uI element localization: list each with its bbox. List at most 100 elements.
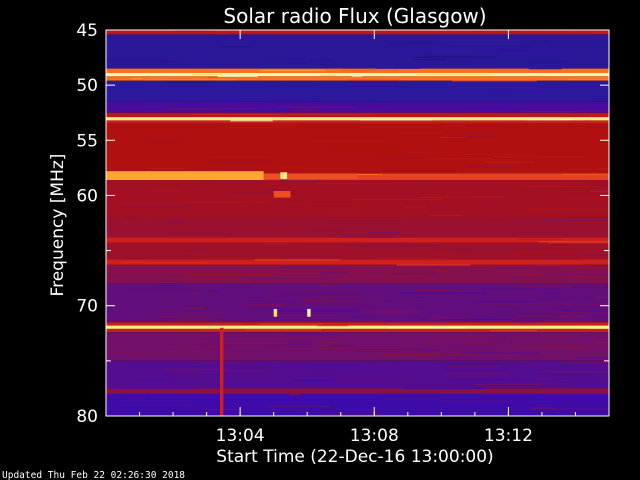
texture-streak <box>379 354 469 356</box>
texture-streak <box>114 271 193 273</box>
texture-streak <box>477 303 568 305</box>
texture-streak <box>299 167 377 168</box>
texture-streak <box>570 286 609 288</box>
y-tick-label-0: 45 <box>76 21 98 41</box>
texture-streak <box>291 154 350 156</box>
texture-streak <box>154 62 201 64</box>
texture-streak <box>310 296 388 298</box>
texture-streak <box>457 248 538 250</box>
texture-streak <box>589 122 609 124</box>
texture-streak <box>286 56 336 57</box>
burst-events <box>106 171 358 416</box>
texture-streak <box>216 99 237 101</box>
texture-streak <box>251 152 268 154</box>
texture-streak <box>530 407 556 409</box>
texture-streak <box>542 220 609 221</box>
texture-streak <box>499 304 515 306</box>
texture-streak <box>462 352 539 354</box>
texture-streak <box>476 394 534 396</box>
texture-streak <box>217 287 251 289</box>
texture-streak <box>500 49 527 51</box>
texture-streak <box>422 186 437 188</box>
texture-streak <box>387 371 411 373</box>
texture-streak <box>150 77 166 79</box>
texture-streak <box>317 325 348 327</box>
texture-streak <box>381 309 412 311</box>
texture-streak <box>303 387 331 389</box>
texture-streak <box>311 110 381 112</box>
texture-streak <box>310 60 334 61</box>
texture-streak <box>471 143 524 145</box>
texture-streak <box>234 84 300 86</box>
frequency-band-7 <box>106 112 609 118</box>
texture-streak <box>596 341 609 343</box>
texture-streak <box>260 323 323 325</box>
texture-streak <box>192 114 283 116</box>
texture-streak <box>155 316 223 317</box>
x-axis-label: Start Time (22-Dec-16 13:00:00) <box>216 447 493 467</box>
texture-streak <box>145 95 179 97</box>
texture-streak <box>448 346 496 348</box>
texture-streak <box>590 191 609 192</box>
texture-streak <box>262 243 287 245</box>
texture-streak <box>255 143 295 145</box>
texture-streak <box>274 409 299 410</box>
texture-streak <box>351 199 442 201</box>
texture-streak <box>474 48 569 50</box>
texture-streak <box>219 37 269 39</box>
texture-streak <box>262 106 356 108</box>
texture-streak <box>321 284 339 286</box>
texture-streak <box>310 164 363 166</box>
texture-streak <box>590 85 609 87</box>
texture-streak <box>203 336 263 338</box>
texture-streak <box>397 292 487 294</box>
texture-streak <box>106 59 169 61</box>
texture-streak <box>223 100 310 102</box>
texture-streak <box>225 109 303 111</box>
frequency-band-10 <box>106 123 609 174</box>
texture-streak <box>245 329 322 331</box>
texture-streak <box>578 317 609 319</box>
texture-streak <box>189 202 256 204</box>
texture-streak <box>185 201 271 203</box>
spectrogram-plot-area <box>106 30 609 416</box>
texture-streak <box>469 268 493 270</box>
texture-streak <box>562 382 605 383</box>
texture-streak <box>494 301 530 303</box>
texture-streak <box>554 373 592 375</box>
texture-streak <box>424 158 509 160</box>
texture-streak <box>433 158 493 160</box>
texture-streak <box>382 174 460 176</box>
x-axis: 13:04 13:08 13:12 <box>139 30 576 446</box>
x-tick-label-0: 13:04 <box>216 426 265 446</box>
texture-streak <box>419 196 505 198</box>
texture-streak <box>469 69 549 71</box>
texture-streak <box>126 134 206 136</box>
texture-streak <box>441 319 512 321</box>
frequency-band-2 <box>106 68 609 74</box>
texture-streak <box>174 279 226 281</box>
burst-4 <box>273 309 278 317</box>
texture-streak <box>375 258 443 260</box>
texture-streak <box>490 90 545 92</box>
texture-streak <box>288 203 364 205</box>
texture-streak <box>402 388 487 389</box>
texture-streak <box>352 75 363 77</box>
texture-streak <box>242 367 310 369</box>
texture-streak <box>565 362 609 364</box>
texture-streak <box>589 327 609 329</box>
texture-streak <box>474 384 540 385</box>
frequency-band-8 <box>106 117 609 121</box>
texture-streak <box>447 356 506 358</box>
texture-streak <box>576 357 609 359</box>
texture-streak <box>483 161 535 163</box>
texture-streak <box>116 351 203 353</box>
texture-streak <box>434 363 527 365</box>
texture-streak <box>249 296 320 298</box>
texture-streak <box>324 404 367 406</box>
texture-streak <box>264 189 275 191</box>
texture-streak <box>398 132 445 134</box>
texture-streak <box>557 309 571 311</box>
texture-streak <box>531 408 609 410</box>
